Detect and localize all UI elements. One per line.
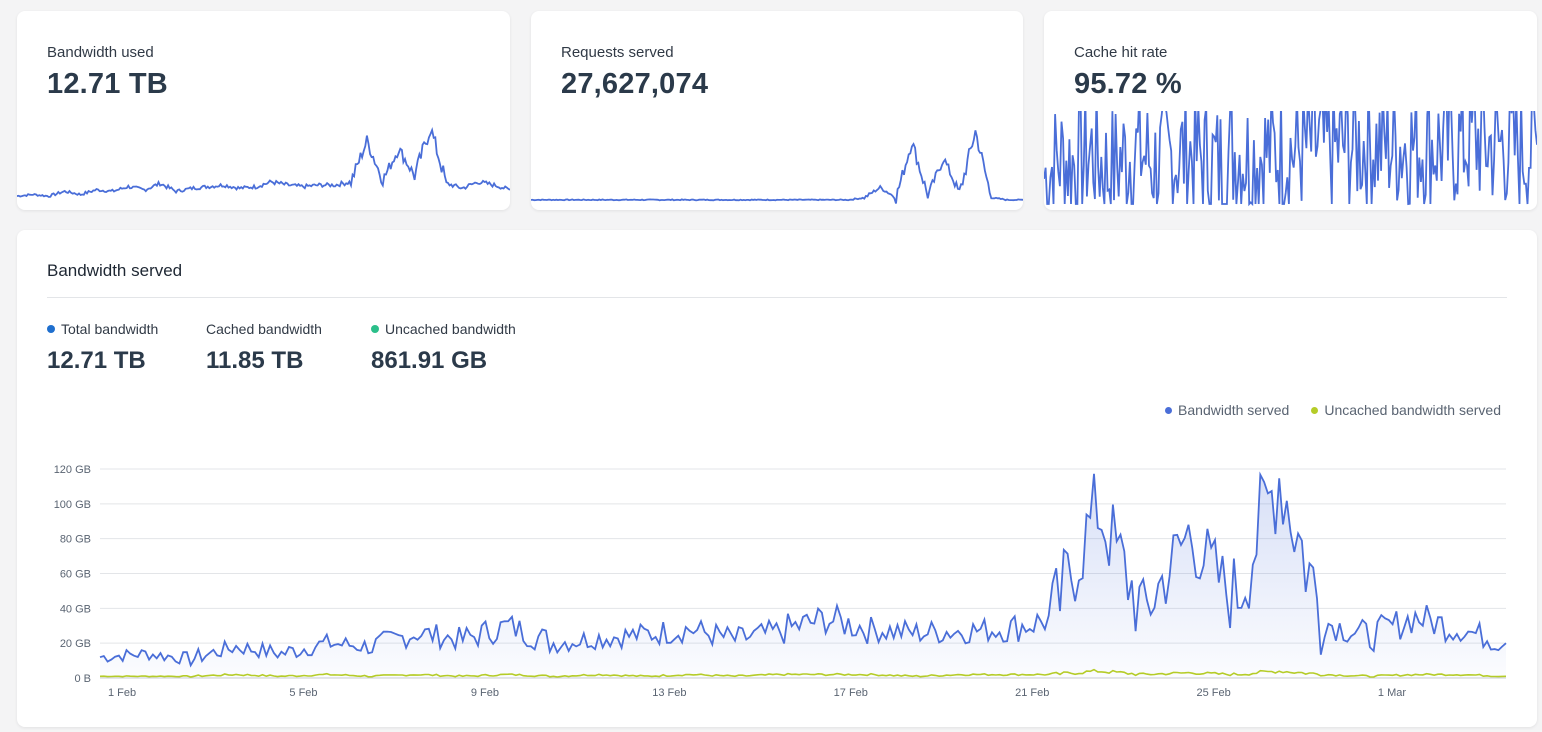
series-area-bandwidth-served <box>100 473 1506 678</box>
summary-total-bandwidth: Total bandwidth 12.71 TB <box>47 321 158 375</box>
bandwidth-used-label: Bandwidth used <box>47 44 154 61</box>
chart-legend: Bandwidth served Uncached bandwidth serv… <box>1165 402 1501 418</box>
uncached-bandwidth-value: 861.91 GB <box>371 347 488 374</box>
total-bandwidth-label: Total bandwidth <box>61 321 159 337</box>
x-tick-label: 21 Feb <box>1015 687 1049 699</box>
y-tick-label: 20 GB <box>60 638 91 650</box>
uncached-bandwidth-served-dot-icon <box>1311 406 1319 414</box>
summary-uncached-bandwidth: Uncached bandwidth 861.91 GB <box>371 321 516 375</box>
uncached-bandwidth-label: Uncached bandwidth <box>385 321 516 337</box>
uncached-bandwidth-dot-icon <box>371 325 379 333</box>
x-tick-label: 13 Feb <box>652 687 686 699</box>
series-line-bandwidth-served <box>99 471 1507 668</box>
sparkline-line <box>17 127 510 198</box>
legend-label: Bandwidth served <box>1178 402 1290 418</box>
bandwidth-used-card[interactable]: Bandwidth used 12.71 TB <box>17 11 510 210</box>
requests-served-sparkline <box>531 130 1023 204</box>
y-tick-label: 100 GB <box>54 499 91 511</box>
y-tick-label: 40 GB <box>60 603 91 615</box>
sparkline-line <box>1044 111 1537 207</box>
bandwidth-used-value: 12.71 TB <box>47 68 168 100</box>
legend-item-bandwidth-served[interactable]: Bandwidth served <box>1165 402 1289 418</box>
x-tick-label: 17 Feb <box>834 687 868 699</box>
y-tick-label: 0 B <box>74 673 91 685</box>
x-tick-label: 1 Mar <box>1378 687 1406 699</box>
bandwidth-served-chart[interactable]: 0 B 20 GB 40 GB 60 GB 80 GB 100 GB 120 GB 1 Feb… <box>17 230 1537 727</box>
x-tick-label: 5 Feb <box>289 687 317 699</box>
panel-divider <box>47 297 1507 298</box>
series-line-uncached-bandwidth-served <box>99 668 1507 678</box>
x-tick-label: 1 Feb <box>108 687 136 699</box>
total-bandwidth-value: 12.71 TB <box>47 347 146 374</box>
legend-item-uncached-bandwidth-served[interactable]: Uncached bandwidth served <box>1311 402 1501 418</box>
cache-hit-rate-sparkline <box>1044 111 1537 207</box>
bandwidth-served-dot-icon <box>1165 406 1173 414</box>
bandwidth-served-panel: 0 B 20 GB 40 GB 60 GB 80 GB 100 GB 120 GB 1 Feb… <box>17 230 1537 727</box>
requests-served-card[interactable]: Requests served 27,627,074 <box>531 11 1023 210</box>
summary-cached-bandwidth: Cached bandwidth 11.85 TB <box>206 321 322 375</box>
cache-hit-rate-value: 95.72 % <box>1074 68 1182 100</box>
x-tick-label: 25 Feb <box>1197 687 1231 699</box>
cached-bandwidth-value: 11.85 TB <box>206 347 304 374</box>
total-bandwidth-dot-icon <box>47 325 55 333</box>
y-tick-label: 80 GB <box>60 534 91 546</box>
bandwidth-used-sparkline <box>17 127 510 198</box>
legend-label: Uncached bandwidth served <box>1324 402 1501 418</box>
sparkline-line <box>531 130 1023 204</box>
panel-title: Bandwidth served <box>47 261 183 280</box>
cache-hit-rate-label: Cache hit rate <box>1074 44 1168 61</box>
cached-bandwidth-label: Cached bandwidth <box>206 321 322 337</box>
x-tick-label: 9 Feb <box>471 687 499 699</box>
cache-hit-rate-card[interactable]: Cache hit rate 95.72 % <box>1044 11 1537 210</box>
y-tick-label: 120 GB <box>54 464 91 476</box>
requests-served-label: Requests served <box>561 44 674 61</box>
requests-served-value: 27,627,074 <box>561 68 709 100</box>
y-tick-label: 60 GB <box>60 569 91 581</box>
